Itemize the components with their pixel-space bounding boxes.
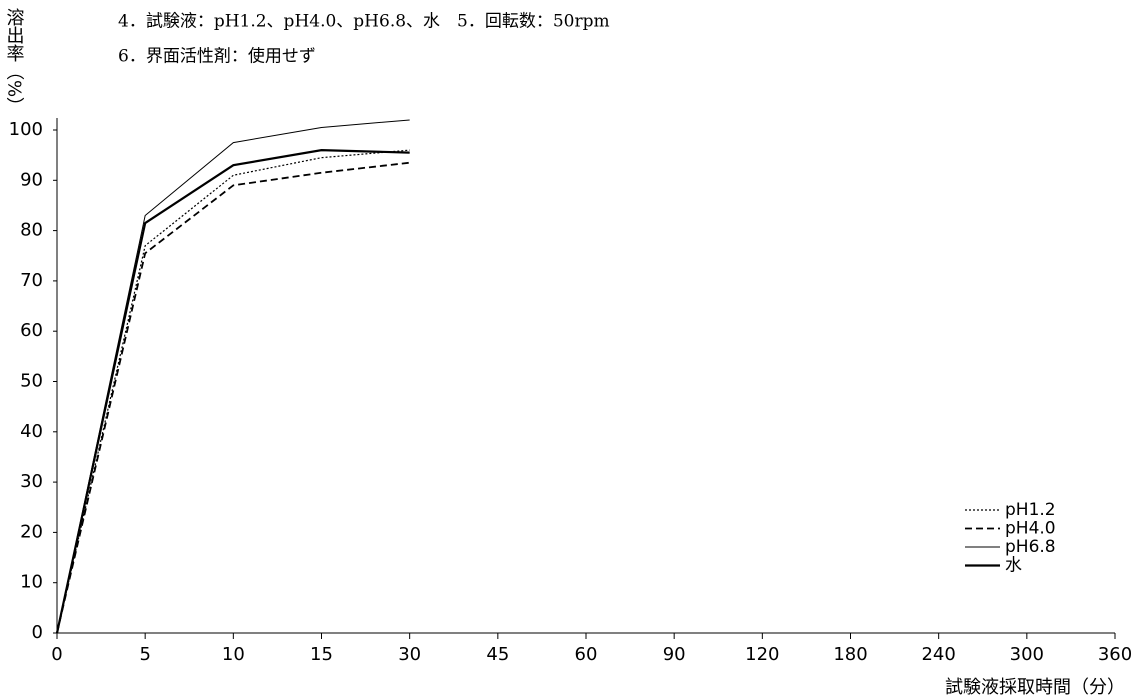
y-tick-label: 70 <box>20 270 43 291</box>
y-tick-label: 60 <box>20 320 43 341</box>
x-tick-label: 60 <box>575 644 598 665</box>
data-line <box>56 119 410 634</box>
x-tick-label: 180 <box>833 644 867 665</box>
y-tick-label: 0 <box>32 622 43 643</box>
legend-label: pH4.0 <box>1005 519 1056 539</box>
legend-label: 水 <box>1005 556 1022 576</box>
x-tick-label: 5 <box>139 644 150 665</box>
y-tick-label: 20 <box>20 521 43 542</box>
note: 6．界面活性剤：使用せず <box>118 46 316 67</box>
y-tick-label: 50 <box>20 371 43 392</box>
y-tick-label: 100 <box>9 119 43 140</box>
legend-label: pH6.8 <box>1005 537 1056 557</box>
y-tick-label: 80 <box>20 220 43 241</box>
x-tick-label: 15 <box>310 644 333 665</box>
x-tick-label: 120 <box>745 644 779 665</box>
x-tick-label: 30 <box>398 644 421 665</box>
x-tick-label: 360 <box>1098 644 1132 665</box>
y-tick-label: 30 <box>20 471 43 492</box>
x-tick-label: 90 <box>663 644 686 665</box>
note: 4．試験液：pH1.2、pH4.0、pH6.8、水 5．回転数：50rpm <box>118 12 610 32</box>
data-line <box>55 149 410 634</box>
y-tick-label: 90 <box>20 169 43 190</box>
y-tick-label: 40 <box>20 421 43 442</box>
y-axis-label: 溶出率（%） <box>4 8 25 115</box>
y-tick-label: 10 <box>20 572 43 593</box>
x-axis-label: 試験液採取時間（分） <box>945 677 1125 698</box>
data-line <box>56 161 410 634</box>
data-line <box>56 149 410 634</box>
x-tick-label: 10 <box>222 644 245 665</box>
x-tick-label: 300 <box>1010 644 1044 665</box>
x-tick-label: 240 <box>921 644 955 665</box>
x-tick-label: 0 <box>51 644 62 665</box>
legend-label: pH1.2 <box>1005 500 1056 520</box>
x-tick-label: 45 <box>486 644 509 665</box>
